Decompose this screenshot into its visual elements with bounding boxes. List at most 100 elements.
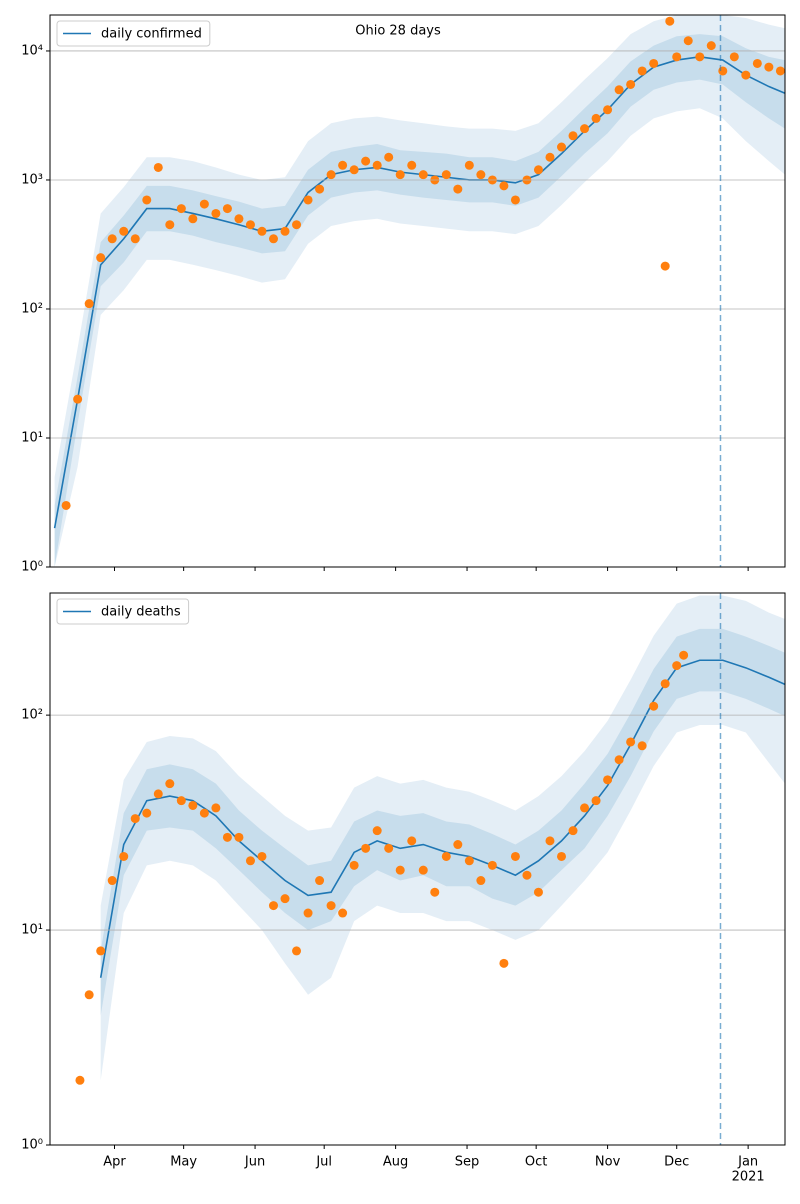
observation-point xyxy=(96,253,106,263)
observation-point xyxy=(430,887,440,897)
observation-point xyxy=(614,85,624,95)
legend-label: daily confirmed xyxy=(101,27,202,42)
observation-point xyxy=(557,851,567,861)
observation-point xyxy=(119,851,129,861)
axes-frame xyxy=(49,14,786,568)
observation-point xyxy=(384,843,394,853)
observation-point xyxy=(568,826,578,836)
observation-point xyxy=(372,160,382,170)
observation-point xyxy=(188,214,198,224)
x-tick-label: Jul xyxy=(315,1155,332,1170)
observation-point xyxy=(752,58,762,68)
observation-point xyxy=(626,79,636,89)
observation-point xyxy=(280,894,290,904)
observation-point xyxy=(199,199,209,209)
observation-point xyxy=(338,160,348,170)
observation-point xyxy=(591,113,601,123)
observation-point xyxy=(211,803,221,813)
x-tick-label: Oct xyxy=(525,1155,547,1170)
legend-box xyxy=(56,598,190,625)
observation-point xyxy=(614,755,624,765)
observation-point xyxy=(679,650,689,660)
y-tick-label: 10⁰ xyxy=(21,1138,43,1153)
observation-point xyxy=(130,814,140,824)
observation-point xyxy=(326,170,336,180)
observation-point xyxy=(372,826,382,836)
observation-point xyxy=(764,62,774,72)
observation-point xyxy=(199,808,209,818)
observation-point xyxy=(545,152,555,162)
x-tick-label: May xyxy=(170,1155,197,1170)
observation-point xyxy=(268,901,278,911)
observation-point xyxy=(672,661,682,671)
observation-point xyxy=(487,860,497,870)
observation-point xyxy=(75,1075,85,1085)
observation-point xyxy=(73,394,83,404)
observation-point xyxy=(649,701,659,711)
x-sublabel: 2021 xyxy=(732,1170,765,1185)
observation-point xyxy=(533,887,543,897)
observation-point xyxy=(107,234,117,244)
observation-point xyxy=(533,165,543,175)
observation-point xyxy=(349,860,359,870)
axes-frame xyxy=(49,592,786,1146)
observation-point xyxy=(580,124,590,134)
observation-point xyxy=(695,52,705,62)
y-tick-label: 10⁰ xyxy=(21,560,43,575)
observation-point xyxy=(476,876,486,886)
observation-point xyxy=(211,208,221,218)
observation-point xyxy=(665,16,675,26)
observation-point xyxy=(96,946,106,956)
observation-point xyxy=(130,234,140,244)
observation-point xyxy=(222,832,232,842)
x-tick-label: Dec xyxy=(664,1155,689,1170)
observation-point xyxy=(349,165,359,175)
x-tick-label: Jun xyxy=(244,1155,265,1170)
observation-point xyxy=(222,204,232,214)
observation-point xyxy=(683,36,693,46)
y-tick-label: 10¹ xyxy=(21,923,43,938)
observation-point xyxy=(637,66,647,76)
observation-point xyxy=(626,737,636,747)
observation-point xyxy=(499,181,509,191)
observation-point xyxy=(188,800,198,810)
observation-point xyxy=(418,865,428,875)
observation-point xyxy=(257,226,267,236)
legend-label: daily deaths xyxy=(101,605,181,620)
observation-point xyxy=(729,52,739,62)
observation-point xyxy=(84,990,94,1000)
observation-point xyxy=(280,226,290,236)
x-tick-label: Sep xyxy=(455,1155,480,1170)
observation-point xyxy=(476,170,486,180)
band xyxy=(100,595,785,1081)
observation-point xyxy=(303,908,313,918)
observation-point xyxy=(718,66,728,76)
observation-point xyxy=(441,170,451,180)
observation-point xyxy=(395,865,405,875)
observation-point xyxy=(441,851,451,861)
chart-title: Ohio 28 days xyxy=(355,24,441,39)
plot-area xyxy=(53,15,785,567)
observation-point xyxy=(257,851,267,861)
observation-point xyxy=(84,299,94,309)
observation-point xyxy=(165,779,175,789)
band xyxy=(54,34,785,567)
observation-point xyxy=(303,195,313,205)
y-tick-label: 10³ xyxy=(21,172,43,187)
observation-point xyxy=(361,843,371,853)
observation-point xyxy=(557,142,567,152)
y-tick-label: 10⁴ xyxy=(21,43,43,58)
observation-point xyxy=(234,214,244,224)
observation-point xyxy=(775,66,785,76)
observation-point xyxy=(603,105,613,115)
observation-point xyxy=(510,851,520,861)
observation-point xyxy=(245,856,255,866)
legend-box xyxy=(56,20,211,47)
observation-point xyxy=(315,184,325,194)
y-tick-label: 10² xyxy=(21,301,43,316)
x-tick-label: Nov xyxy=(595,1155,621,1170)
observation-point xyxy=(153,789,163,799)
observation-point xyxy=(660,261,670,271)
observation-point xyxy=(292,946,302,956)
